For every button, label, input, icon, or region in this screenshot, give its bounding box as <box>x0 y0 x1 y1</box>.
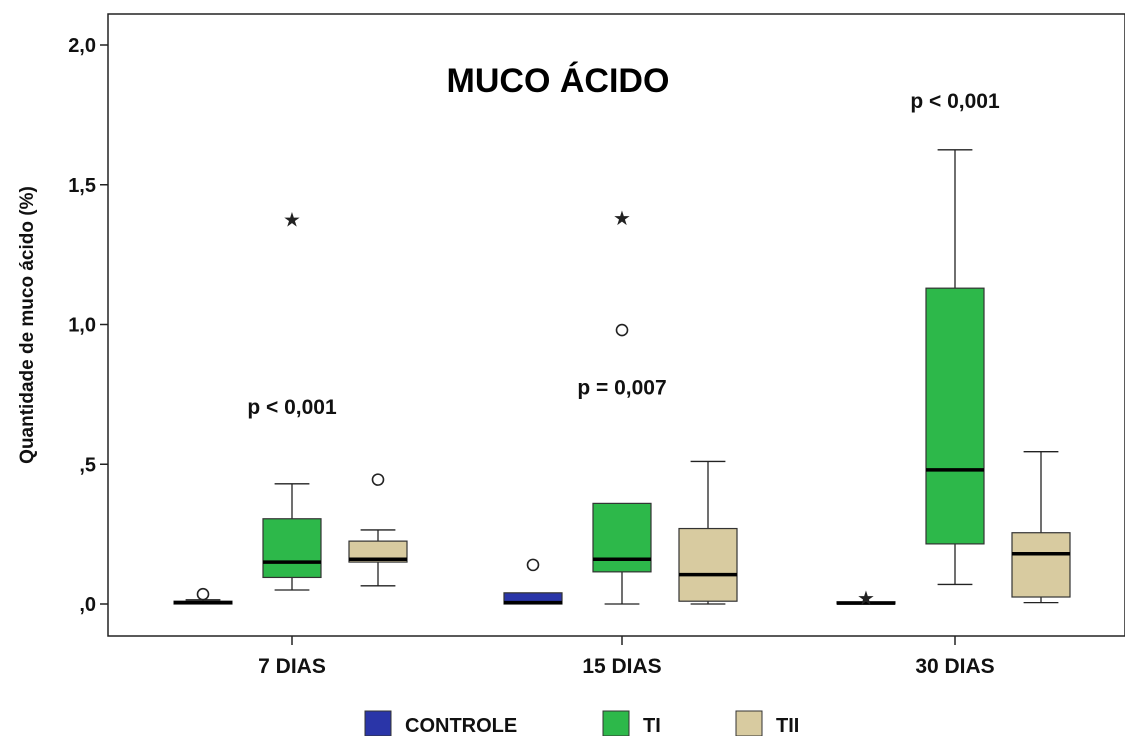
outlier-star: ★ <box>613 208 631 230</box>
y-tick-label: ,5 <box>79 454 96 476</box>
y-tick-label: 2,0 <box>68 35 96 57</box>
box-ti <box>925 287 985 545</box>
box-group-controle-0 <box>173 587 233 605</box>
y-tick-label: ,0 <box>79 594 96 616</box>
x-tick-label: 30 DIAS <box>915 655 994 678</box>
legend-label-ti: TI <box>643 715 661 736</box>
legend-swatch-controle <box>364 710 392 737</box>
legend-label-tii: TII <box>776 715 799 736</box>
y-axis: ,0 ,5 1,0 1,5 2,0 <box>68 35 108 616</box>
box-tii <box>1011 532 1071 598</box>
x-axis: 7 DIAS 15 DIAS 30 DIAS <box>258 636 995 678</box>
box-group-tii-2 <box>1011 451 1071 604</box>
box-tii <box>348 540 408 563</box>
box-group-controle-1 <box>503 558 563 605</box>
outlier-circle <box>526 558 540 572</box>
legend-swatch-tii <box>735 710 763 737</box>
annotations: p < 0,001 p = 0,007 p < 0,001 <box>247 90 1000 419</box>
x-tick-label: 7 DIAS <box>258 655 326 678</box>
box-ti <box>592 502 652 573</box>
x-tick-label: 15 DIAS <box>582 655 661 678</box>
box-tii <box>678 527 738 602</box>
outlier-circle <box>371 473 385 486</box>
p-value-annotation: p < 0,001 <box>247 396 337 419</box>
p-value-annotation: p < 0,001 <box>910 90 1000 113</box>
box-group-tii-1 <box>678 460 738 605</box>
box-group-ti-1: ★ <box>592 208 652 605</box>
p-value-annotation: p = 0,007 <box>577 376 666 399</box>
outlier-star: ★ <box>283 209 301 231</box>
box-ti <box>262 518 322 579</box>
outlier-circle <box>615 323 629 337</box>
box-group-controle-2: ★ <box>836 588 896 610</box>
y-tick-label: 1,0 <box>68 315 96 337</box>
outlier-star: ★ <box>857 588 875 610</box>
chart-title: MUCO ÁCIDO <box>447 62 670 100</box>
outlier-circle <box>196 587 210 601</box>
box-group-tii-0 <box>348 473 408 587</box>
box-plots: ★ ★ ★ <box>173 149 1071 610</box>
legend: CONTROLE TI TII <box>364 710 799 737</box>
legend-label-controle: CONTROLE <box>405 715 517 736</box>
y-tick-label: 1,5 <box>68 175 96 197</box>
legend-swatch-ti <box>602 710 630 737</box>
box-group-ti-2 <box>925 149 985 586</box>
box-group-ti-0: ★ <box>262 209 322 591</box>
y-axis-label: Quantidade de muco ácido (%) <box>17 186 38 464</box>
